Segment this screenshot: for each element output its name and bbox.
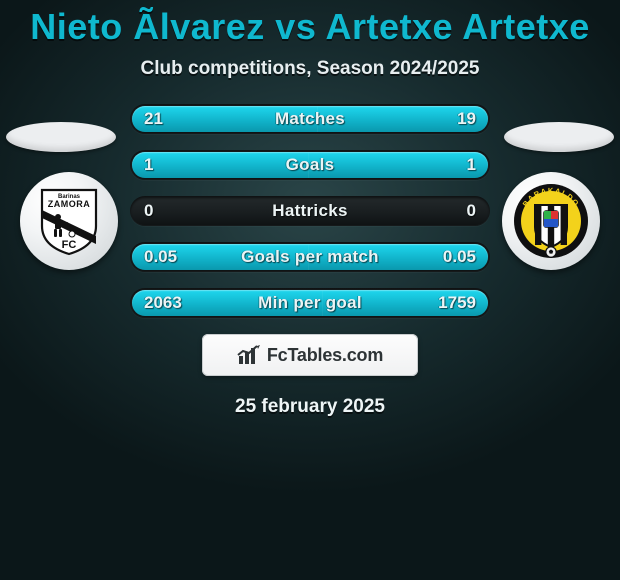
stat-value-right: 1759	[438, 293, 476, 313]
stat-label: Goals	[286, 155, 335, 175]
stat-label: Goals per match	[241, 247, 379, 267]
stat-row-goals: 1 Goals 1	[130, 150, 490, 180]
flag-ellipse-left	[6, 122, 116, 152]
crest-text-zamora: ZAMORA	[48, 199, 91, 209]
stat-value-left: 1	[144, 155, 153, 175]
bar-chart-icon	[237, 344, 261, 366]
stat-value-left: 0	[144, 201, 153, 221]
crest-text-fc: FC	[62, 239, 77, 251]
stat-value-right: 19	[457, 109, 476, 129]
page-subtitle: Club competitions, Season 2024/2025	[0, 58, 620, 80]
stat-fill-right	[308, 152, 488, 178]
stat-value-right: 1	[467, 155, 476, 175]
brand-text: FcTables.com	[267, 345, 383, 366]
stat-label: Min per goal	[258, 293, 362, 313]
stat-value-left: 2063	[144, 293, 182, 313]
stat-label: Hattricks	[272, 201, 347, 221]
stat-bars: 21 Matches 19 1 Goals 1 0 Hattricks 0 0.…	[130, 104, 490, 318]
brand-box[interactable]: FcTables.com	[202, 334, 418, 376]
page-title: Nieto Ãlvarez vs Artetxe Artetxe	[0, 6, 620, 48]
club-logo-right-plate: BARAKALDO	[502, 172, 600, 270]
club-logo-left: Barinas ZAMORA FC	[20, 172, 118, 270]
comparison-card: Nieto Ãlvarez vs Artetxe Artetxe Club co…	[0, 0, 620, 580]
flag-ellipse-right	[504, 122, 614, 152]
stat-value-left: 0.05	[144, 247, 177, 267]
club-logo-right: BARAKALDO	[502, 172, 600, 270]
club-logo-left-plate: Barinas ZAMORA FC	[20, 172, 118, 270]
stat-label: Matches	[275, 109, 345, 129]
stat-value-right: 0	[467, 201, 476, 221]
stat-row-matches: 21 Matches 19	[130, 104, 490, 134]
stat-row-hattricks: 0 Hattricks 0	[130, 196, 490, 226]
barakaldo-crest-icon: BARAKALDO	[511, 181, 591, 261]
stat-row-min-per-goal: 2063 Min per goal 1759	[130, 288, 490, 318]
stat-value-right: 0.05	[443, 247, 476, 267]
footer-date: 25 february 2025	[0, 396, 620, 418]
zamora-crest-icon: Barinas ZAMORA FC	[32, 184, 106, 258]
stat-value-left: 21	[144, 109, 163, 129]
stat-row-goals-per-match: 0.05 Goals per match 0.05	[130, 242, 490, 272]
